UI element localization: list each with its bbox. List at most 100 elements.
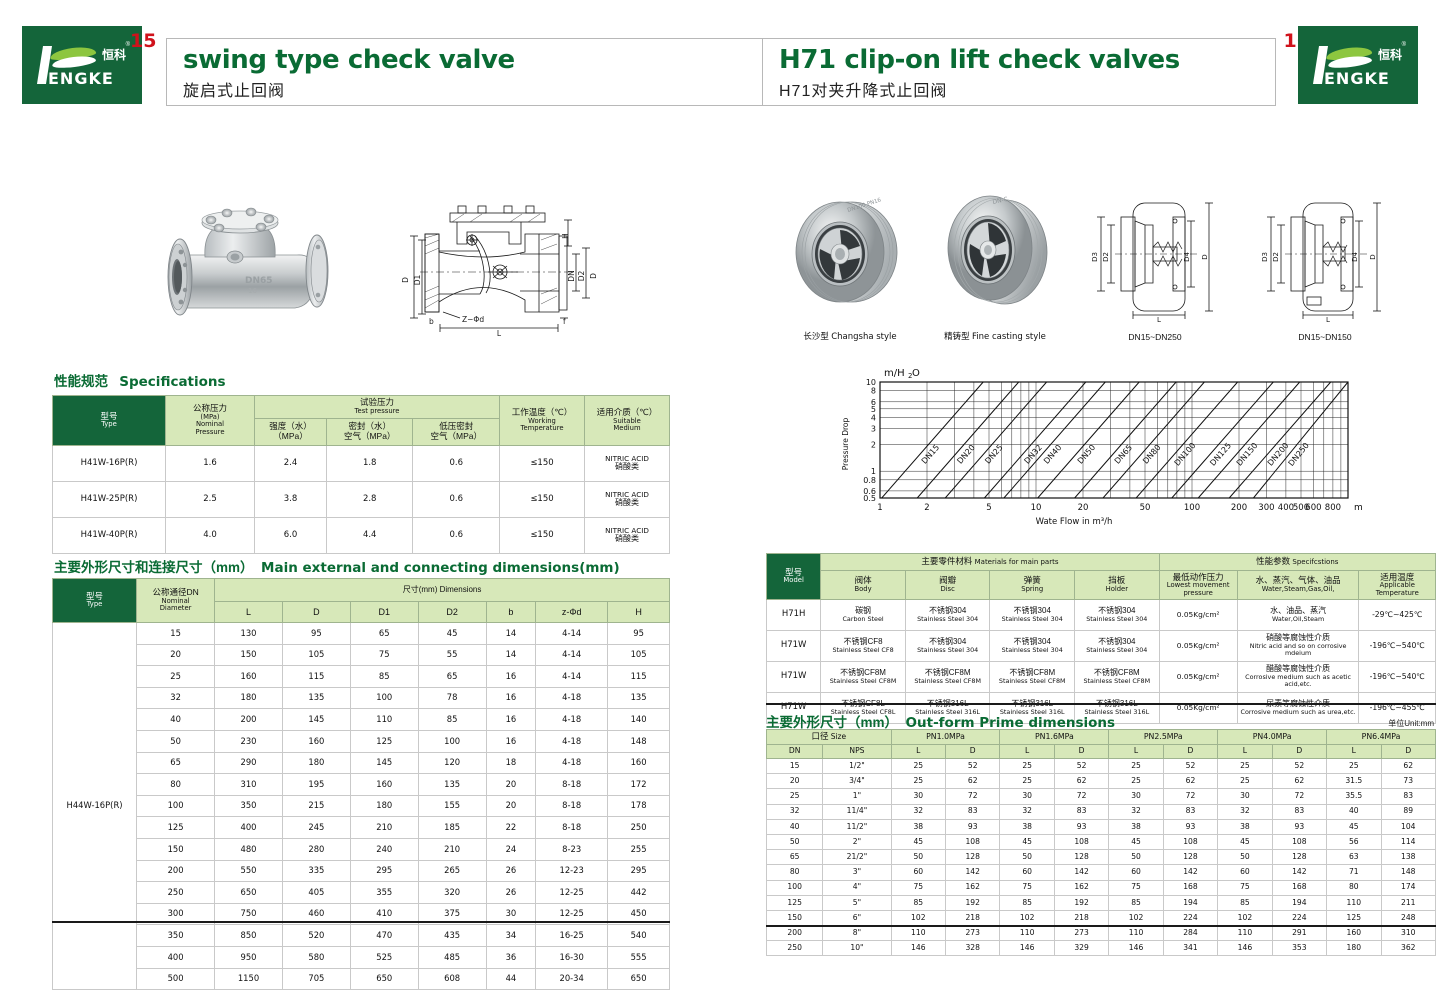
cell-v8: 45: [1326, 818, 1382, 835]
cell-type: H41W-40P(R): [52, 517, 166, 554]
cell-D: 280: [281, 837, 351, 861]
cell-H: 140: [607, 708, 670, 731]
header-col-D1: D1: [349, 601, 419, 623]
caption-dn15-dn150: DN15~DN150: [1298, 332, 1352, 342]
cell-dn: 100: [765, 879, 824, 896]
svg-text:1: 1: [871, 467, 876, 476]
cell-v5: 83: [1162, 803, 1219, 820]
cell-disc: 不锈钢304 Stainless Steel 304: [904, 599, 991, 631]
table-row: 15 1/2" 25 52 25 52 25 52 25 52 25 62: [765, 757, 1437, 775]
cell-v0: 38: [890, 818, 947, 835]
cell-v4: 45: [1108, 833, 1164, 851]
cell-dn: 15: [136, 622, 216, 645]
cell-b: 22: [485, 816, 537, 839]
cell-v9: 310: [1380, 925, 1437, 942]
svg-text:L: L: [1157, 316, 1161, 324]
cell-D: 105: [281, 643, 351, 667]
cell-zd: 16-25: [535, 924, 609, 947]
cell-zd: 4-14: [535, 643, 609, 667]
svg-text:DN80: DN80: [1141, 443, 1162, 466]
table-subheader-row: DN NPS L D L D L D L D L D: [765, 744, 1437, 759]
spec-title-en: Specifications: [119, 374, 226, 390]
svg-text:m³/h: m³/h: [1354, 503, 1362, 513]
cell-v4: 85: [1108, 894, 1164, 911]
cell-v8: 180: [1326, 940, 1382, 957]
dims-table-bottom-rule: [52, 921, 670, 923]
table-subheader-row: 强度（水） （MPa） 密封（水） 空气（MPa） 低压密封 空气（MPa）: [53, 418, 670, 446]
svg-text:D1: D1: [413, 274, 422, 285]
cell-seal: 2.8: [325, 481, 414, 518]
outform-title-en: Out-form Prime dimensions: [905, 715, 1116, 731]
svg-text:DN250: DN250: [1287, 441, 1311, 468]
svg-text:D: D: [1201, 254, 1209, 259]
specifications-table: 型号 Type 公称压力 (MPa) Nominal Pressure 试验压力…: [52, 395, 670, 554]
cell-pressure: 0.05Kg/cm²: [1158, 630, 1238, 662]
cell-D1: 110: [349, 708, 419, 731]
cell-v0: 75: [890, 879, 947, 896]
cell-b: 14: [485, 622, 537, 645]
header-spring: 弹簧 Spring: [989, 570, 1076, 600]
cell-v8: 71: [1326, 864, 1382, 881]
cell-v6: 60: [1217, 864, 1273, 881]
cell-L: 160: [214, 665, 283, 688]
cell-v9: 248: [1380, 909, 1437, 927]
cell-v2: 25: [999, 773, 1055, 790]
cell-nps: 1/2": [822, 757, 892, 775]
cell-v3: 192: [1053, 894, 1110, 911]
cell-media: 水、油品、蒸汽 Water,Oil,Steam: [1236, 599, 1360, 631]
cell-dn: 25: [765, 788, 824, 805]
svg-text:10: 10: [1031, 503, 1042, 513]
fine-casting-style-valve-photo: DN-C: [935, 190, 1055, 315]
cell-dn: 32: [765, 803, 824, 820]
svg-text:D: D: [401, 277, 410, 283]
logo-wordmark: ENGKE: [48, 69, 114, 88]
cell-v5: 72: [1162, 788, 1219, 805]
hengke-logo-icon: 恒科 ® ENGKE: [36, 42, 130, 88]
title-box-right: H71 clip-on lift check valves H71对夹升降式止回…: [762, 38, 1276, 106]
cell-body: 不锈钢CF8 Stainless Steel CF8: [820, 630, 906, 662]
cell-v0: 110: [890, 925, 947, 942]
table-row: 100 4" 75 162 75 162 75 168 75 168 80 174: [765, 879, 1437, 896]
svg-text:3: 3: [871, 425, 876, 434]
header-working-temperature: 工作温度（℃） Working Temperature: [499, 395, 585, 446]
cell-H: 450: [607, 902, 670, 926]
cell-v6: 38: [1217, 818, 1273, 835]
cell-H: 115: [607, 665, 670, 688]
cell-D1: 65: [349, 622, 419, 645]
caption-changsha-style: 长沙型 Changsha style: [803, 331, 897, 342]
svg-text:20: 20: [1078, 503, 1089, 513]
cell-spring: 不锈钢304 Stainless Steel 304: [989, 630, 1076, 662]
header-suitable-medium: 适用介质（℃） Suitable Medium: [584, 395, 670, 446]
cell-D1: 100: [349, 686, 419, 710]
cell-v5: 168: [1162, 879, 1219, 896]
cell-dn: 250: [136, 881, 216, 904]
cell-D2: 155: [417, 794, 487, 818]
cell-H: 540: [607, 924, 670, 947]
cell-dn: 25: [136, 665, 216, 688]
cell-v7: 93: [1271, 818, 1328, 835]
cell-spring: 不锈钢316LStainless Steel 316L: [989, 692, 1076, 724]
unit-note: 单位Unit:mm: [1388, 719, 1434, 728]
cell-v3: 108: [1053, 833, 1110, 851]
header-dimensions-group: 尺寸(mm) Dimensions: [214, 578, 670, 602]
svg-text:50: 50: [1140, 503, 1151, 513]
cell-D: 135: [281, 686, 351, 710]
cell-zd: 4-18: [535, 708, 609, 731]
header-PN2.5MPa-L: L: [1108, 744, 1164, 759]
svg-text:DN50: DN50: [1076, 443, 1097, 466]
cell-type: H41W-25P(R): [52, 481, 166, 518]
cell-D: 705: [281, 967, 351, 990]
cell-D1: 525: [349, 945, 419, 969]
table-row: 350 850 520 470 435 34 16-25 540: [53, 924, 670, 947]
table-row: 50 230 160 125 100 16 4-18 148: [53, 729, 670, 753]
header-specs-group: 性能参数 Specifcstions: [1158, 553, 1437, 571]
table-row: 150 480 280 240 210 24 8-23 255: [53, 837, 670, 861]
cell-v6: 50: [1217, 849, 1273, 866]
header-type: 型号 Type: [51, 578, 138, 623]
cell-v7: 108: [1271, 833, 1328, 851]
cell-dn: 400: [136, 945, 216, 969]
cell-v7: 194: [1271, 894, 1328, 911]
cell-v7: 72: [1271, 788, 1328, 805]
cell-v1: 83: [944, 803, 1001, 820]
cell-v3: 72: [1053, 788, 1110, 805]
